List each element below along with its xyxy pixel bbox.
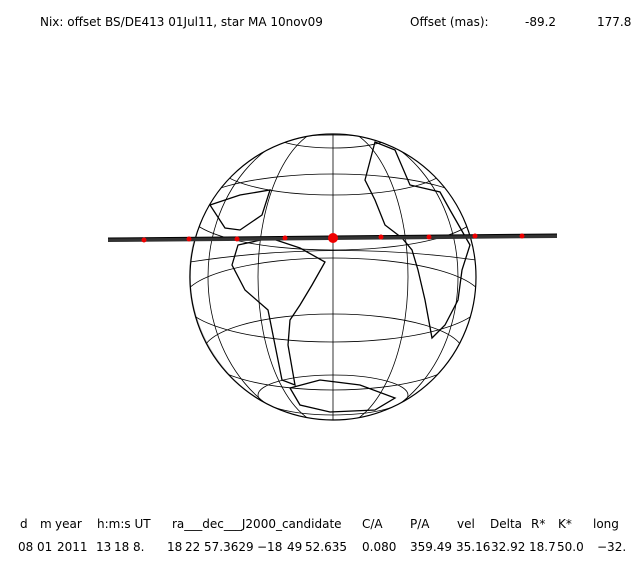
cell: 52.635 [305,540,347,554]
column-header: year [55,517,82,531]
cell: 18.7 [529,540,556,554]
offset-value: 177.8 [597,15,631,29]
cell: 18 [114,540,129,554]
column-header: h:m:s UT [97,517,151,531]
cell: 08 [18,540,33,554]
cell: 32.92 [491,540,525,554]
column-header: d [20,517,28,531]
cell: 49 [287,540,302,554]
cell: −18 [257,540,282,554]
column-header: Delta [490,517,522,531]
cell: 359.49 [410,540,452,554]
globe [188,133,477,421]
column-header: K* [558,517,572,531]
column-header: P/A [410,517,430,531]
offset-value: -89.2 [525,15,556,29]
title: Nix: offset BS/DE413 01Jul11, star MA 10… [40,15,323,29]
cell: 18 [167,540,182,554]
column-header: m [40,517,52,531]
cell: 2011 [57,540,88,554]
cell: 50.0 [557,540,584,554]
column-header: C/A [362,517,383,531]
column-header: R* [531,517,545,531]
cell: −32. [597,540,626,554]
column-header: vel [457,517,475,531]
column-header: ra___dec___J2000_candidate [172,517,342,531]
column-header: long [593,517,619,531]
cell: 57.3629 [204,540,254,554]
cell: 0.080 [362,540,396,554]
cell: 13 [96,540,111,554]
cell: 22 [185,540,200,554]
cell: 35.16 [456,540,490,554]
cell: 8. [133,540,144,554]
cell: 01 [37,540,52,554]
offset-label: Offset (mas): [410,15,489,29]
occultation-path [107,233,558,243]
